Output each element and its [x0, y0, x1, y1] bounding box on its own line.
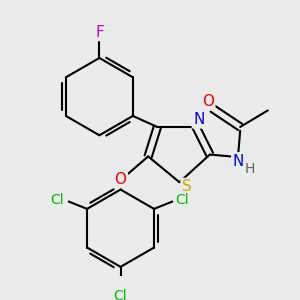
- Text: F: F: [95, 25, 104, 40]
- Text: Cl: Cl: [175, 193, 188, 207]
- Text: S: S: [182, 179, 192, 194]
- Text: Cl: Cl: [114, 289, 128, 300]
- Text: Cl: Cl: [50, 193, 64, 207]
- Text: O: O: [202, 94, 214, 109]
- Text: O: O: [115, 172, 127, 187]
- Text: N: N: [233, 154, 244, 169]
- Text: H: H: [244, 162, 255, 176]
- Text: N: N: [193, 112, 205, 127]
